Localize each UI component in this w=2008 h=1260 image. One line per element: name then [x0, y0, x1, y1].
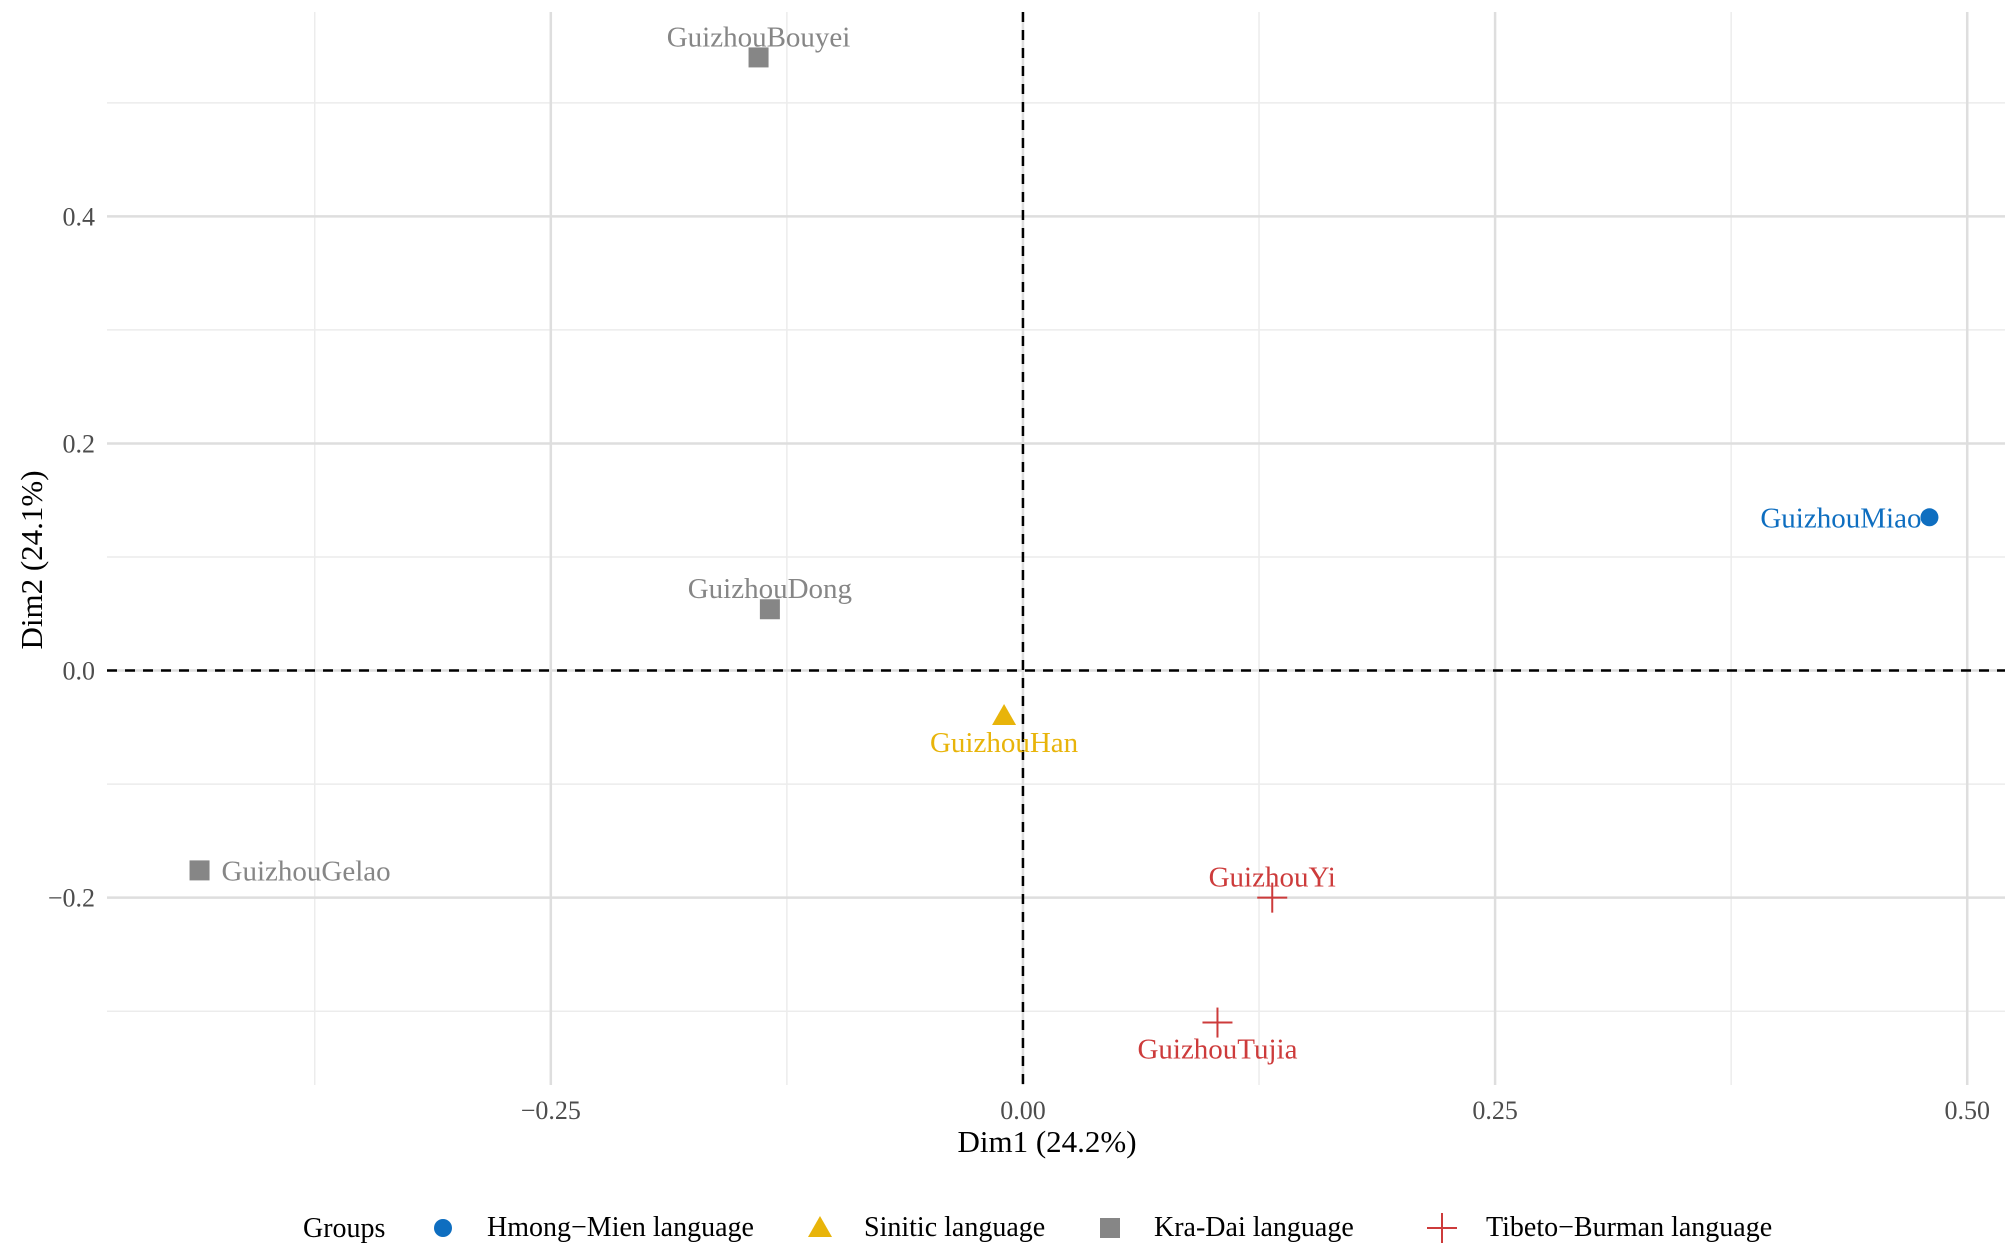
legend-item: Tibeto−Burman language — [1427, 1212, 1772, 1243]
data-points — [189, 47, 1939, 1038]
point-labels: GuizhouBouyei GuizhouDong GuizhouGelao Guiz… — [222, 21, 1922, 1065]
legend-item: Kra-Dai language — [1100, 1212, 1354, 1243]
legend-key-sinitic — [808, 1216, 832, 1237]
point-label: GuizhouDong — [688, 573, 852, 605]
y-tick-label: −0.2 — [48, 884, 95, 913]
data-point — [1920, 508, 1939, 527]
x-axis-title: Dim1 (24.2%) — [957, 1124, 1136, 1159]
y-tick-label: 0.0 — [63, 657, 96, 686]
point-label: GuizhouYi — [1209, 862, 1336, 894]
legend-label: Sinitic language — [864, 1212, 1045, 1243]
reference-lines — [107, 12, 2005, 1085]
x-tick-label: 0.00 — [1000, 1096, 1046, 1125]
y-axis-title: Dim2 (24.1%) — [14, 470, 49, 649]
legend-key-tibeto-burman — [1427, 1213, 1457, 1243]
data-point — [189, 860, 210, 881]
point-label: GuizhouMiao — [1760, 502, 1921, 534]
point-label: GuizhouGelao — [222, 855, 391, 887]
y-tick-label: 0.2 — [63, 429, 96, 458]
legend-item: Hmong−Mien language — [434, 1212, 754, 1243]
x-tick-label: 0.50 — [1944, 1096, 1990, 1125]
legend-key-hmong-mien — [434, 1219, 452, 1237]
point-label: GuizhouHan — [930, 727, 1079, 759]
x-tick-label: 0.25 — [1472, 1096, 1518, 1125]
data-point — [1202, 1007, 1233, 1038]
data-point — [992, 703, 1017, 725]
legend: Groups Hmong−Mien language Sinitic langua… — [303, 1212, 1772, 1244]
legend-title: Groups — [303, 1213, 385, 1244]
data-point — [748, 47, 769, 68]
tick-labels: −0.25 0.00 0.25 0.50 −0.2 0.0 0.2 0.4 — [48, 202, 1990, 1125]
data-point — [759, 599, 780, 620]
data-point — [1257, 882, 1288, 913]
point-label: GuizhouBouyei — [667, 21, 851, 53]
x-tick-label: −0.25 — [521, 1096, 581, 1125]
legend-label: Tibeto−Burman language — [1486, 1212, 1772, 1243]
grid-lines — [107, 12, 2005, 1085]
point-label: GuizhouTujia — [1137, 1034, 1297, 1066]
legend-item: Sinitic language — [808, 1212, 1045, 1243]
y-tick-label: 0.4 — [63, 202, 96, 231]
legend-label: Kra-Dai language — [1154, 1212, 1354, 1243]
legend-label: Hmong−Mien language — [487, 1212, 754, 1243]
legend-key-kra-dai — [1100, 1218, 1120, 1238]
